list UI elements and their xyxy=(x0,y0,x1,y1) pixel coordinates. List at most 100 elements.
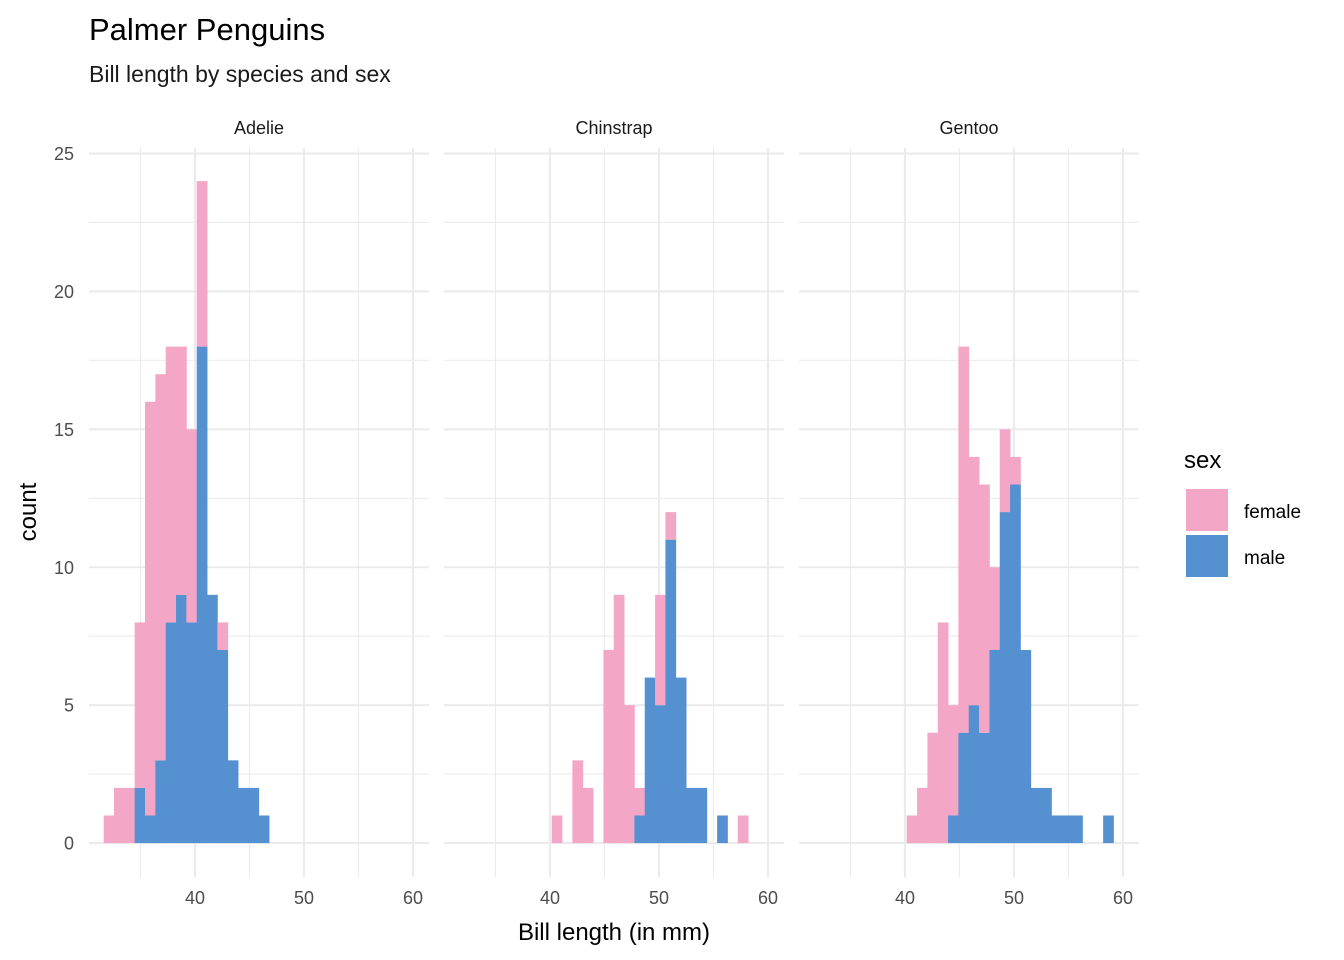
bar-male xyxy=(155,760,167,844)
legend-title: sex xyxy=(1184,447,1221,474)
bar-male xyxy=(717,815,728,844)
y-tick-label: 10 xyxy=(54,558,74,578)
x-tick-label: 50 xyxy=(649,888,669,908)
bar-male xyxy=(1041,787,1052,844)
x-tick-label: 40 xyxy=(185,888,205,908)
bar-female xyxy=(145,401,156,816)
bar-female xyxy=(624,705,635,844)
bar-male xyxy=(1072,815,1083,844)
legend-label-female: female xyxy=(1244,502,1301,523)
bar-female xyxy=(948,705,959,816)
bar-female xyxy=(134,622,146,788)
bar-male xyxy=(999,512,1011,844)
bar-male xyxy=(979,732,990,844)
bar-female xyxy=(655,594,666,706)
legend-swatch-male xyxy=(1186,535,1228,577)
bar-male xyxy=(134,787,146,844)
x-tick-label: 60 xyxy=(403,888,423,908)
bar-male xyxy=(1061,815,1073,844)
bar-male xyxy=(1030,787,1042,844)
bar-female xyxy=(937,622,949,844)
bar-female xyxy=(124,787,136,844)
y-axis-tick-labels: 0 5 10 15 20 25 xyxy=(54,144,74,854)
bar-male xyxy=(258,815,270,844)
bar-male xyxy=(207,594,218,844)
bar-male xyxy=(1051,815,1063,844)
bar-female xyxy=(1010,456,1021,485)
x-axis-title: Bill length (in mm) xyxy=(518,919,710,946)
x-tick-label: 60 xyxy=(1113,888,1133,908)
bar-male xyxy=(634,815,646,844)
bar-male xyxy=(227,760,239,844)
bar-female xyxy=(958,346,970,733)
bar-female xyxy=(634,787,646,816)
bar-female xyxy=(665,512,677,540)
facet-strip-label: Adelie xyxy=(234,118,284,138)
bar-male xyxy=(968,705,980,844)
facet-strip-label: Gentoo xyxy=(939,118,998,138)
x-tick-label: 40 xyxy=(895,888,915,908)
bar-male xyxy=(644,677,656,844)
bar-female xyxy=(989,567,1001,650)
bar-female xyxy=(979,484,990,733)
bar-female xyxy=(737,815,749,844)
bar-female xyxy=(114,787,125,844)
bar-male xyxy=(655,705,666,844)
bar-female xyxy=(572,760,584,844)
bar-male xyxy=(1010,484,1021,844)
bar-female xyxy=(906,815,918,844)
panel-gentoo: Gentoo 40 50 60 xyxy=(799,118,1139,908)
bar-male xyxy=(196,346,208,844)
facet-strip-label: Chinstrap xyxy=(575,118,652,138)
bar-female xyxy=(551,815,563,844)
bar-female xyxy=(103,815,115,844)
bar-male xyxy=(165,622,177,844)
bar-male xyxy=(248,787,260,844)
bar-male xyxy=(958,732,970,844)
legend-label-male: male xyxy=(1244,548,1285,569)
x-tick-label: 40 xyxy=(540,888,560,908)
bar-female xyxy=(917,787,928,844)
panel-chinstrap: Chinstrap 40 50 60 xyxy=(444,118,784,908)
bar-male xyxy=(145,815,156,844)
panel-adelie: Adelie 40 50 60 xyxy=(89,118,429,908)
bar-female xyxy=(999,429,1011,513)
bar-male xyxy=(665,539,677,844)
legend-swatch-female xyxy=(1186,489,1228,531)
y-tick-label: 25 xyxy=(54,144,74,164)
legend: sex female male xyxy=(1184,447,1301,577)
bar-female xyxy=(186,429,198,623)
bar-male xyxy=(675,677,687,844)
y-tick-label: 5 xyxy=(64,696,74,716)
y-tick-label: 0 xyxy=(64,834,74,854)
bar-female xyxy=(196,181,208,347)
x-tick-label: 50 xyxy=(294,888,314,908)
y-tick-label: 15 xyxy=(54,420,74,440)
bar-male xyxy=(989,649,1001,844)
y-tick-label: 20 xyxy=(54,282,74,302)
x-tick-label: 60 xyxy=(758,888,778,908)
facet-panels: Adelie 40 50 60 Chinstrap 40 50 60 Gentoo 40 50 60 xyxy=(89,118,1139,908)
bar-female xyxy=(582,787,594,844)
chart-subtitle: Bill length by species and sex xyxy=(89,61,391,87)
bar-male xyxy=(948,815,959,844)
bar-male xyxy=(186,622,198,844)
bar-female xyxy=(968,456,980,706)
bar-female xyxy=(613,594,625,844)
bar-male xyxy=(238,787,249,844)
bar-female xyxy=(155,374,167,761)
bar-female xyxy=(927,732,939,844)
bar-male xyxy=(696,787,708,844)
x-tick-label: 50 xyxy=(1004,888,1024,908)
bar-female xyxy=(165,346,177,623)
bar-female xyxy=(217,622,229,650)
bar-male xyxy=(686,787,697,844)
bar-male xyxy=(176,594,187,844)
bar-female xyxy=(603,649,615,844)
bar-female xyxy=(176,346,187,595)
bar-male xyxy=(217,649,229,844)
bar-male xyxy=(1103,815,1114,844)
bar-male xyxy=(1020,649,1032,844)
chart-title: Palmer Penguins xyxy=(89,12,325,47)
